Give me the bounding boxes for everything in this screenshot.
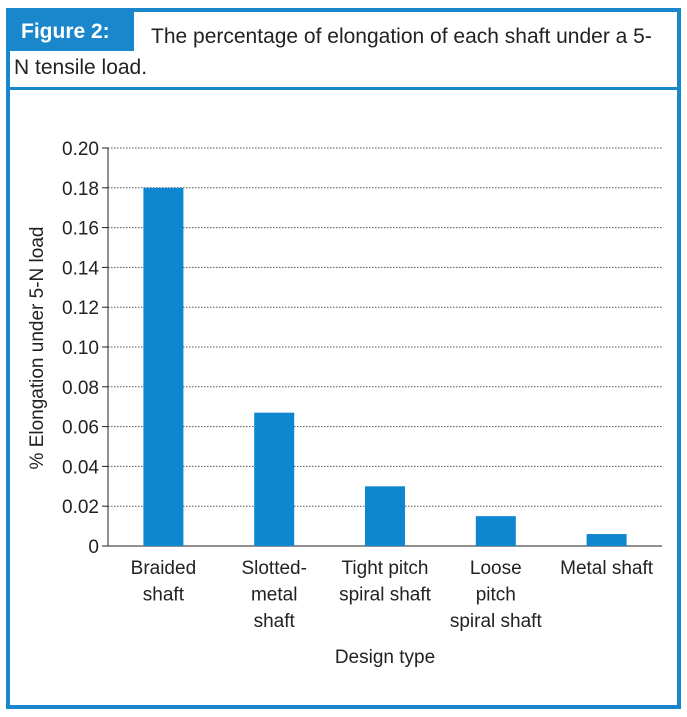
figure-frame: Figure 2: The percentage of elongation o… (6, 8, 681, 709)
x-axis-title: Design type (335, 647, 435, 668)
x-category-label: spiral shaft (450, 611, 543, 632)
figure-header: Figure 2: The percentage of elongation o… (10, 12, 677, 90)
y-tick-label: 0.04 (62, 457, 99, 478)
y-tick-label: 0.12 (62, 298, 99, 319)
x-category-label: Slotted- (241, 558, 306, 579)
y-tick-label: 0.18 (62, 179, 99, 200)
x-category-label: shaft (254, 611, 296, 632)
figure-caption: The percentage of elongation of each sha… (14, 25, 652, 79)
x-category-label: Tight pitch (342, 558, 429, 579)
y-tick-label: 0.02 (62, 497, 99, 518)
x-category-label: Loose (470, 558, 522, 579)
figure-label: Figure 2: (10, 12, 134, 51)
x-category-label: Braided (131, 558, 197, 579)
bar (475, 516, 516, 546)
x-category-label: Metal shaft (560, 558, 654, 579)
y-tick-label: 0.20 (62, 139, 99, 160)
x-category-label: pitch (476, 585, 516, 606)
y-tick-label: 0.06 (62, 418, 99, 439)
y-tick-label: 0.14 (62, 258, 99, 279)
bar (254, 412, 295, 546)
bar (586, 534, 627, 546)
y-axis-title: % Elongation under 5-N load (27, 227, 48, 470)
x-category-label: spiral shaft (339, 585, 432, 606)
x-category-label: metal (251, 585, 297, 606)
y-tick-label: 0.08 (62, 378, 99, 399)
x-category-label: shaft (143, 585, 185, 606)
y-tick-label: 0.10 (62, 338, 99, 359)
bar (143, 187, 184, 547)
y-tick-label: 0 (88, 537, 99, 558)
y-tick-label: 0.16 (62, 219, 99, 240)
bar (365, 486, 405, 546)
